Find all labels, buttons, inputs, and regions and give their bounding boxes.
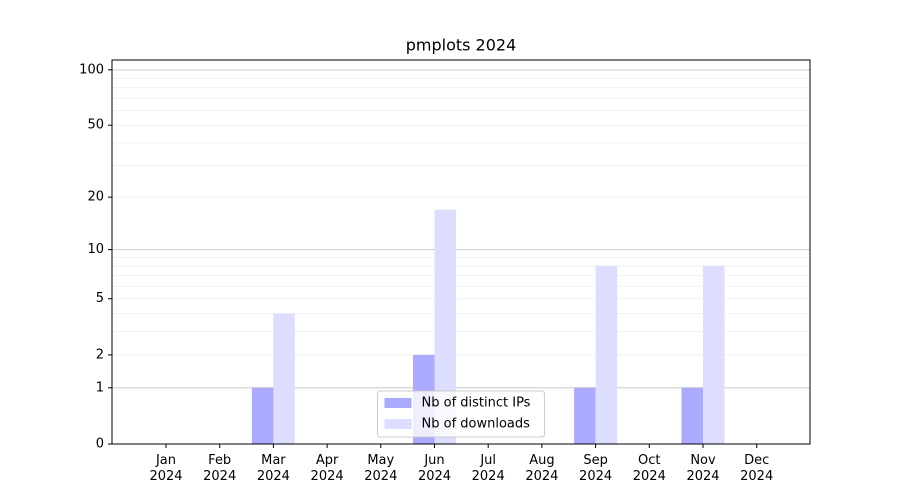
bar [681, 387, 703, 444]
x-tick-label: Jan 2024 [149, 453, 183, 484]
legend-swatch [384, 398, 412, 408]
x-tick-label: Oct 2024 [632, 453, 666, 484]
legend-label: Nb of distinct IPs [422, 396, 531, 411]
y-tick-label: 50 [87, 118, 104, 133]
plot-frame [111, 59, 811, 445]
bar [434, 209, 456, 444]
bar [574, 387, 596, 444]
chart-title: pmplots 2024 [406, 36, 517, 55]
y-tick-label: 100 [79, 62, 104, 77]
bar [595, 265, 618, 444]
bar [273, 313, 295, 444]
y-tick-label: 1 [96, 380, 104, 395]
legend-label: Nb of downloads [422, 417, 531, 432]
x-tick-label: Feb 2024 [203, 453, 237, 484]
bar [251, 387, 274, 444]
y-tick-label: 10 [87, 242, 104, 257]
x-tick-label: Dec 2024 [740, 453, 774, 484]
x-tick-label: Jun 2024 [417, 453, 452, 484]
x-tick-label: Aug 2024 [525, 453, 559, 484]
legend: Nb of distinct IPs Nb of downloads [377, 390, 545, 438]
x-tick-label: Nov 2024 [686, 453, 720, 484]
legend-box [377, 390, 545, 438]
x-tick-label: Mar 2024 [256, 453, 290, 484]
legend-swatch [384, 419, 412, 429]
x-tick-label: May 2024 [364, 453, 398, 484]
x-tick-label: Jul 2024 [471, 453, 505, 484]
y-tick-label: 0 [96, 437, 104, 452]
y-tick-label: 2 [96, 347, 104, 362]
y-tick-label: 5 [96, 291, 104, 306]
bar [703, 265, 725, 444]
x-tick-label: Sep 2024 [579, 453, 613, 484]
x-tick-label: Apr 2024 [310, 453, 344, 484]
y-tick-label: 20 [87, 190, 104, 205]
